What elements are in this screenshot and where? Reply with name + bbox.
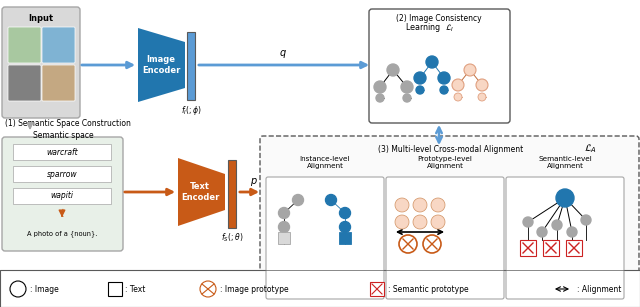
Circle shape <box>326 195 337 205</box>
Circle shape <box>426 56 438 68</box>
Text: (1) Semantic Space Construction: (1) Semantic Space Construction <box>5 119 131 127</box>
Text: Learning  $\mathcal{L}_I$: Learning $\mathcal{L}_I$ <box>405 21 454 33</box>
Text: warcraft: warcraft <box>46 147 78 157</box>
Circle shape <box>395 215 409 229</box>
Bar <box>278 232 290 244</box>
FancyBboxPatch shape <box>386 177 504 299</box>
Circle shape <box>431 198 445 212</box>
Text: : Semantic prototype: : Semantic prototype <box>388 285 468 293</box>
Bar <box>13 144 111 160</box>
FancyBboxPatch shape <box>2 7 80 118</box>
Bar <box>228 160 236 228</box>
Text: sparrow: sparrow <box>47 169 77 178</box>
Circle shape <box>387 64 399 76</box>
Text: : Text: : Text <box>125 285 145 293</box>
Circle shape <box>537 227 547 237</box>
Circle shape <box>438 72 450 84</box>
FancyBboxPatch shape <box>260 136 639 307</box>
FancyBboxPatch shape <box>42 65 75 101</box>
Bar <box>543 240 559 256</box>
Bar <box>370 282 384 296</box>
Text: Image
Encoder: Image Encoder <box>142 55 180 75</box>
Text: Instance-level
Alignment: Instance-level Alignment <box>300 156 350 169</box>
Circle shape <box>413 198 427 212</box>
FancyBboxPatch shape <box>369 9 510 123</box>
Text: u: u <box>188 48 194 58</box>
Text: v: v <box>229 176 235 186</box>
Circle shape <box>413 215 427 229</box>
Text: ⋮: ⋮ <box>57 208 67 218</box>
Circle shape <box>200 281 216 297</box>
FancyBboxPatch shape <box>2 137 123 251</box>
Circle shape <box>339 221 351 232</box>
Text: Semantic space: Semantic space <box>33 130 93 139</box>
Bar <box>0 270 640 307</box>
Circle shape <box>403 94 411 102</box>
Bar <box>108 282 122 296</box>
Text: A photo of a {noun}.: A photo of a {noun}. <box>27 231 97 237</box>
Text: $f_I(;\phi)$: $f_I(;\phi)$ <box>180 103 202 116</box>
Circle shape <box>401 81 413 93</box>
Circle shape <box>454 93 462 101</box>
FancyBboxPatch shape <box>8 65 41 101</box>
Circle shape <box>452 79 464 91</box>
Text: : Alignment: : Alignment <box>577 285 621 293</box>
Circle shape <box>339 208 351 219</box>
Circle shape <box>464 64 476 76</box>
Circle shape <box>440 86 448 94</box>
FancyBboxPatch shape <box>506 177 624 299</box>
Circle shape <box>278 208 289 219</box>
Circle shape <box>395 198 409 212</box>
Circle shape <box>581 215 591 225</box>
Polygon shape <box>178 158 225 226</box>
Bar <box>187 32 195 100</box>
Text: wapiti: wapiti <box>51 192 74 200</box>
Text: Prototype-level
Alignment: Prototype-level Alignment <box>417 156 472 169</box>
Circle shape <box>399 235 417 253</box>
FancyBboxPatch shape <box>8 27 41 63</box>
FancyBboxPatch shape <box>42 27 75 63</box>
Circle shape <box>556 189 574 207</box>
Circle shape <box>523 217 533 227</box>
Circle shape <box>431 215 445 229</box>
Bar <box>13 166 111 182</box>
Circle shape <box>478 93 486 101</box>
Text: Semantic-level
Alignment: Semantic-level Alignment <box>538 156 592 169</box>
Circle shape <box>278 221 289 232</box>
Text: (3) Multi-level Cross-modal Alignment: (3) Multi-level Cross-modal Alignment <box>378 145 524 154</box>
Text: Input: Input <box>28 14 54 22</box>
Text: p: p <box>250 176 256 186</box>
Bar <box>520 240 536 256</box>
Text: (2) Image Consistency: (2) Image Consistency <box>396 14 482 22</box>
Text: Text
Encoder: Text Encoder <box>181 182 219 202</box>
Circle shape <box>414 72 426 84</box>
Circle shape <box>552 220 562 230</box>
Text: $\mathcal{L}_A$: $\mathcal{L}_A$ <box>584 142 598 155</box>
Circle shape <box>10 281 26 297</box>
Bar <box>13 188 111 204</box>
Circle shape <box>423 235 441 253</box>
Circle shape <box>567 227 577 237</box>
Bar <box>339 232 351 244</box>
Circle shape <box>476 79 488 91</box>
Bar <box>566 240 582 256</box>
Circle shape <box>374 81 386 93</box>
Polygon shape <box>138 28 185 102</box>
Text: : Image: : Image <box>30 285 59 293</box>
Text: $f_S(;\theta)$: $f_S(;\theta)$ <box>221 232 243 244</box>
Circle shape <box>416 86 424 94</box>
FancyBboxPatch shape <box>266 177 384 299</box>
Text: q: q <box>280 48 286 58</box>
Circle shape <box>376 94 384 102</box>
Circle shape <box>292 195 303 205</box>
Text: : Image prototype: : Image prototype <box>220 285 289 293</box>
